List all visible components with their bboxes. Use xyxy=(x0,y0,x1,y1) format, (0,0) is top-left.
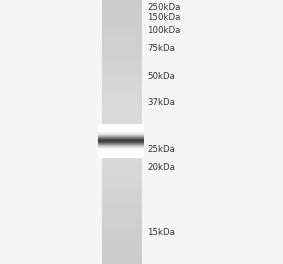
Text: 25kDa: 25kDa xyxy=(147,145,175,154)
Text: 37kDa: 37kDa xyxy=(147,98,175,107)
Text: 100kDa: 100kDa xyxy=(147,26,181,35)
Text: 75kDa: 75kDa xyxy=(147,44,175,53)
Text: 150kDa: 150kDa xyxy=(147,13,181,22)
Text: 50kDa: 50kDa xyxy=(147,72,175,81)
Text: 15kDa: 15kDa xyxy=(147,228,175,237)
Text: 20kDa: 20kDa xyxy=(147,163,175,172)
Text: 250kDa: 250kDa xyxy=(147,3,181,12)
